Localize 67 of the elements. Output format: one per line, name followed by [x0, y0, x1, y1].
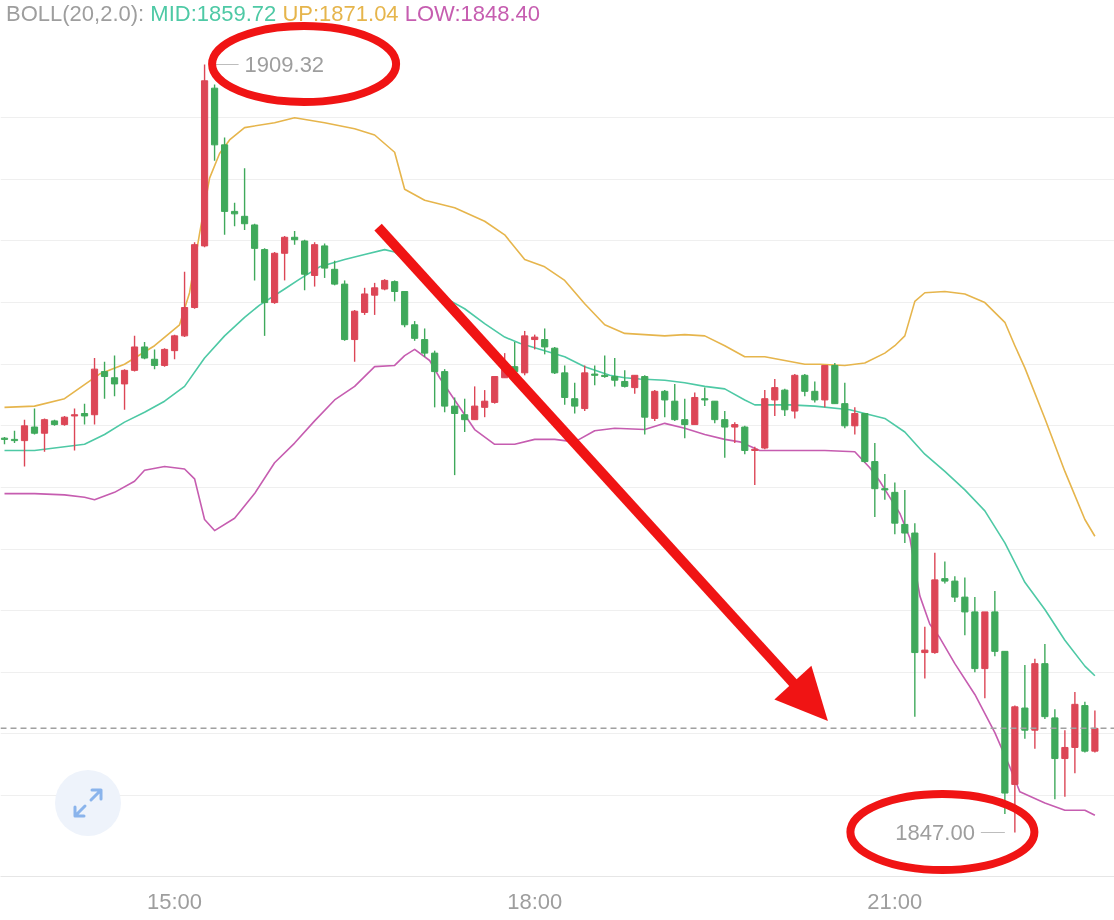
candlestick — [711, 400, 719, 425]
candlestick — [731, 421, 739, 444]
candlestick — [461, 398, 469, 433]
candlestick — [841, 381, 849, 429]
candlestick — [321, 242, 329, 279]
candlestick — [281, 235, 289, 282]
candlestick — [30, 407, 39, 436]
candlestick — [701, 386, 709, 407]
text: UP:1871.04 — [282, 1, 399, 26]
annotation: 1909.32 — [244, 52, 325, 77]
candlestick — [541, 327, 549, 356]
text: LOW:1848.40 — [404, 1, 541, 26]
candlestick — [811, 380, 819, 404]
candlestick — [941, 560, 949, 585]
candlestick — [80, 402, 89, 426]
candlestick — [481, 389, 489, 418]
candlestick — [741, 425, 749, 455]
candlestick — [70, 407, 79, 452]
candlestick — [671, 383, 679, 422]
candlestick — [771, 378, 779, 417]
candlestick — [20, 418, 29, 468]
candlestick — [160, 347, 169, 368]
candlestick — [611, 357, 619, 388]
candlestick — [1061, 729, 1069, 798]
candlestick — [40, 417, 49, 453]
candlestick — [150, 348, 159, 370]
candlestick — [901, 489, 909, 544]
candlestick — [431, 349, 439, 409]
candlestick — [100, 361, 109, 400]
candlestick — [240, 167, 249, 231]
candlestick — [471, 385, 479, 421]
candlestick — [961, 576, 969, 637]
candlestick — [721, 410, 729, 459]
candlestick — [391, 279, 399, 303]
candlestick — [411, 320, 419, 342]
candlestick — [251, 223, 259, 282]
candlestick — [571, 381, 579, 415]
candlestick — [230, 202, 239, 227]
candlestick — [951, 575, 959, 603]
candlestick — [421, 327, 429, 358]
candlestick — [781, 388, 789, 417]
x-tick-label: 18:00 — [507, 888, 563, 914]
x-tick-label: 21:00 — [867, 888, 923, 914]
candlestick — [451, 396, 459, 476]
candlestick — [120, 368, 129, 411]
candlestick — [371, 282, 379, 316]
candlestick — [631, 374, 639, 395]
candlestick — [170, 333, 179, 360]
candlestick — [851, 406, 859, 436]
candlestick — [801, 373, 809, 397]
candlestick — [681, 398, 689, 439]
annotation: 1847.00 — [895, 820, 975, 845]
candlestick — [1021, 664, 1029, 740]
candlestick — [361, 287, 369, 316]
text: MID:1859.72 — [150, 1, 277, 26]
candlestick — [601, 354, 609, 379]
candlestick — [110, 354, 119, 397]
candlestick — [751, 446, 759, 486]
x-tick-label: 15:00 — [147, 888, 203, 914]
candlestick — [331, 259, 339, 287]
chart-title: BOLL(20,2.0): — [6, 1, 145, 26]
candlestick — [881, 473, 889, 501]
candlestick — [591, 364, 599, 386]
candlestick — [661, 389, 669, 418]
candlestick — [130, 335, 139, 373]
candlestick — [1091, 709, 1099, 754]
candlestick — [921, 626, 929, 680]
